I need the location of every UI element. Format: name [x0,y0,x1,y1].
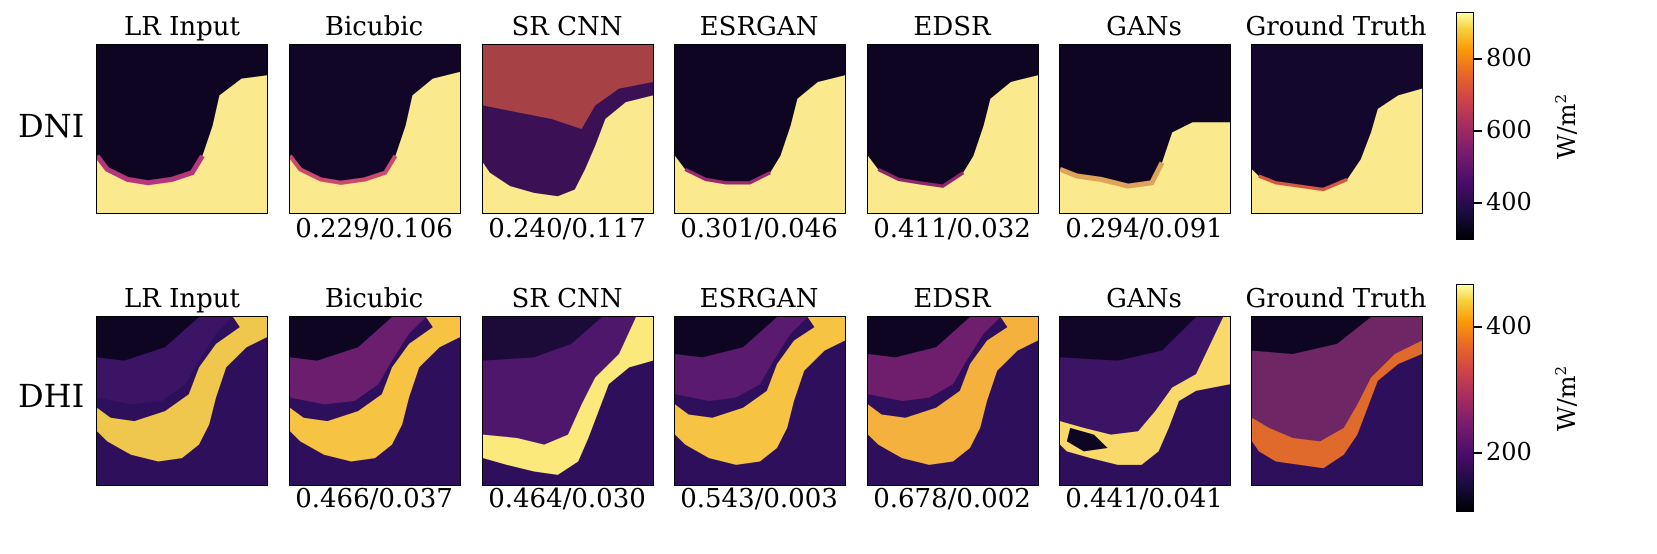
colorbar-dni-unit: W/m2 [1552,93,1582,160]
heatmap-dni-sr-cnn [482,44,654,214]
column-title-lr-input: LR Input [124,284,240,314]
colorbar-dhi-tick [1474,326,1482,328]
heatmap-dni-esrgan [674,44,846,214]
score-dhi-esrgan: 0.543/0.003 [680,484,838,514]
heatmap-dni-edsr [867,44,1039,214]
colorbar-dhi-tick [1474,452,1482,454]
row-label-dhi: DHI [18,377,85,415]
colorbar-dhi-label: 200 [1486,438,1532,466]
colorbar-dni [1456,12,1474,240]
score-dhi-gans: 0.441/0.041 [1065,484,1223,514]
heatmap-dni-ground-truth [1251,44,1423,214]
score-dni-gans: 0.294/0.091 [1065,214,1223,244]
column-title-bicubic: Bicubic [324,284,424,314]
column-title-esrgan: ESRGAN [699,284,819,314]
colorbar-dni-label: 400 [1486,188,1532,216]
column-title-edsr: EDSR [913,284,991,314]
colorbar-dhi-unit: W/m2 [1552,365,1582,432]
column-title-bicubic: Bicubic [324,12,424,42]
heatmap-dhi-sr-cnn [482,316,654,486]
column-title-gans: GANs [1106,284,1182,314]
column-title-sr-cnn: SR CNN [511,12,623,42]
column-title-sr-cnn: SR CNN [511,284,623,314]
heatmap-dhi-edsr [867,316,1039,486]
heatmap-dni-lr-input [96,44,268,214]
score-dhi-edsr: 0.678/0.002 [873,484,1031,514]
colorbar-dni-tick [1474,58,1482,60]
score-dni-sr-cnn: 0.240/0.117 [488,214,646,244]
column-title-lr-input: LR Input [124,12,240,42]
column-title-ground-truth: Ground Truth [1245,12,1427,42]
column-title-esrgan: ESRGAN [699,12,819,42]
heatmap-dhi-bicubic [289,316,461,486]
colorbar-dni-tick [1474,202,1482,204]
column-title-edsr: EDSR [913,12,991,42]
score-dhi-bicubic: 0.466/0.037 [295,484,453,514]
heatmap-dhi-esrgan [674,316,846,486]
score-dni-bicubic: 0.229/0.106 [295,214,453,244]
colorbar-dhi-label: 400 [1486,312,1532,340]
heatmap-dhi-ground-truth [1251,316,1423,486]
row-label-dni: DNI [18,107,85,145]
score-dni-edsr: 0.411/0.032 [873,214,1031,244]
colorbar-dni-tick [1474,130,1482,132]
colorbar-dni-label: 800 [1486,44,1532,72]
heatmap-dni-bicubic [289,44,461,214]
score-dni-esrgan: 0.301/0.046 [680,214,838,244]
column-title-ground-truth: Ground Truth [1245,284,1427,314]
colorbar-dhi [1456,284,1474,512]
column-title-gans: GANs [1106,12,1182,42]
score-dhi-sr-cnn: 0.464/0.030 [488,484,646,514]
heatmap-dni-gans [1059,44,1231,214]
heatmap-dhi-lr-input [96,316,268,486]
heatmap-dhi-gans [1059,316,1231,486]
colorbar-dni-label: 600 [1486,116,1532,144]
